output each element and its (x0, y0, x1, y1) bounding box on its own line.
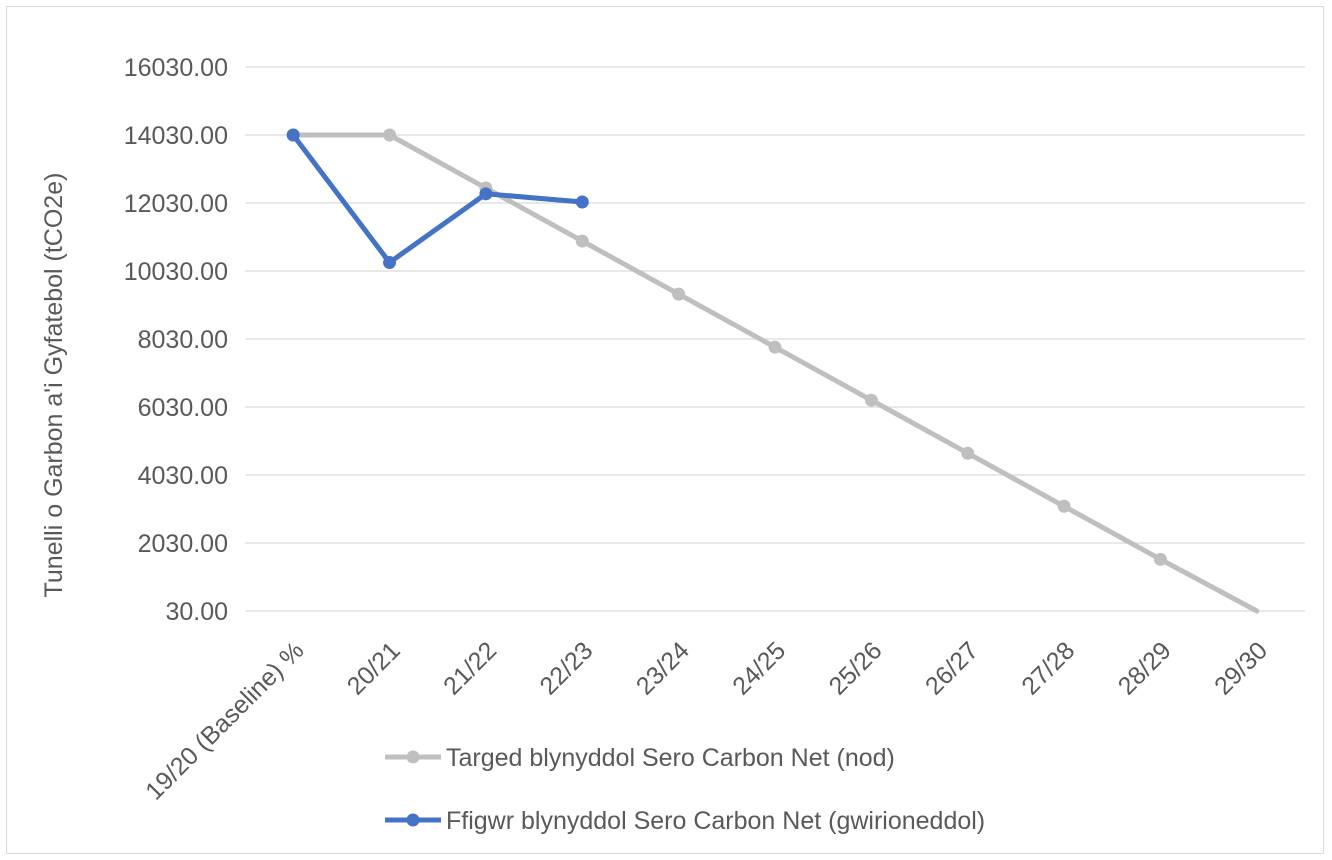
y-tick-label: 2030.00 (138, 530, 228, 558)
y-tick-label: 14030.00 (124, 122, 228, 150)
x-tick-label: 23/24 (631, 636, 695, 700)
data-point (672, 287, 686, 301)
series-1 (286, 128, 1260, 614)
x-tick-label: 19/20 (Baseline) % (140, 636, 309, 805)
gridlines (245, 66, 1305, 612)
y-tick-label: 16030.00 (124, 54, 228, 82)
y-tick-label: 6030.00 (138, 394, 228, 422)
legend-swatch-marker (406, 813, 420, 827)
x-tick-label: 27/28 (1016, 636, 1080, 700)
x-tick-label: 25/26 (824, 636, 888, 700)
data-point (286, 128, 300, 142)
x-tick-label: 26/27 (920, 636, 984, 700)
legend: Targed blynyddol Sero Carbon Net (nod) Ff… (385, 744, 985, 835)
data-point (383, 256, 397, 269)
series-line (290, 132, 585, 265)
data-point (575, 195, 589, 209)
series-group (286, 128, 1260, 614)
data-point (1153, 552, 1167, 566)
x-tick-label: 29/30 (1209, 636, 1273, 700)
y-tick-label: 8030.00 (138, 326, 228, 354)
chart-frame (6, 6, 1324, 854)
x-tick-labels: 19/20 (Baseline) % 20/21 21/22 22/23 23/24 24… (140, 636, 1273, 805)
x-tick-label: 28/29 (1113, 636, 1177, 700)
y-axis-title: Tunelli o Garbon a'i Gyfatebol (tCO2e) (40, 173, 68, 598)
data-point (864, 393, 878, 407)
x-tick-label: 24/25 (727, 636, 791, 700)
legend-label: Ffigwr blynyddol Sero Carbon Net (gwirio… (446, 807, 985, 835)
series-2 (286, 128, 589, 269)
data-point (1057, 499, 1071, 513)
legend-label: Targed blynyddol Sero Carbon Net (nod) (446, 744, 895, 772)
legend-item: Ffigwr blynyddol Sero Carbon Net (gwirio… (385, 807, 985, 835)
data-point (479, 187, 493, 201)
series-line (290, 132, 1260, 614)
x-tick-label: 22/23 (534, 636, 598, 700)
y-tick-label: 30.00 (165, 598, 228, 626)
legend-swatch-marker (406, 750, 420, 764)
data-point (575, 234, 589, 248)
legend-item: Targed blynyddol Sero Carbon Net (nod) (385, 744, 895, 772)
y-tick-label: 12030.00 (124, 190, 228, 218)
x-tick-label: 21/22 (438, 636, 502, 700)
y-tick-label: 4030.00 (138, 462, 228, 490)
x-tick-label: 20/21 (342, 636, 406, 700)
data-point (383, 128, 397, 142)
data-point (961, 446, 975, 460)
y-tick-label: 10030.00 (124, 258, 228, 286)
y-tick-labels: 30.00 2030.00 4030.00 6030.00 8030.00 10030.0… (124, 54, 228, 626)
data-point (768, 340, 782, 354)
